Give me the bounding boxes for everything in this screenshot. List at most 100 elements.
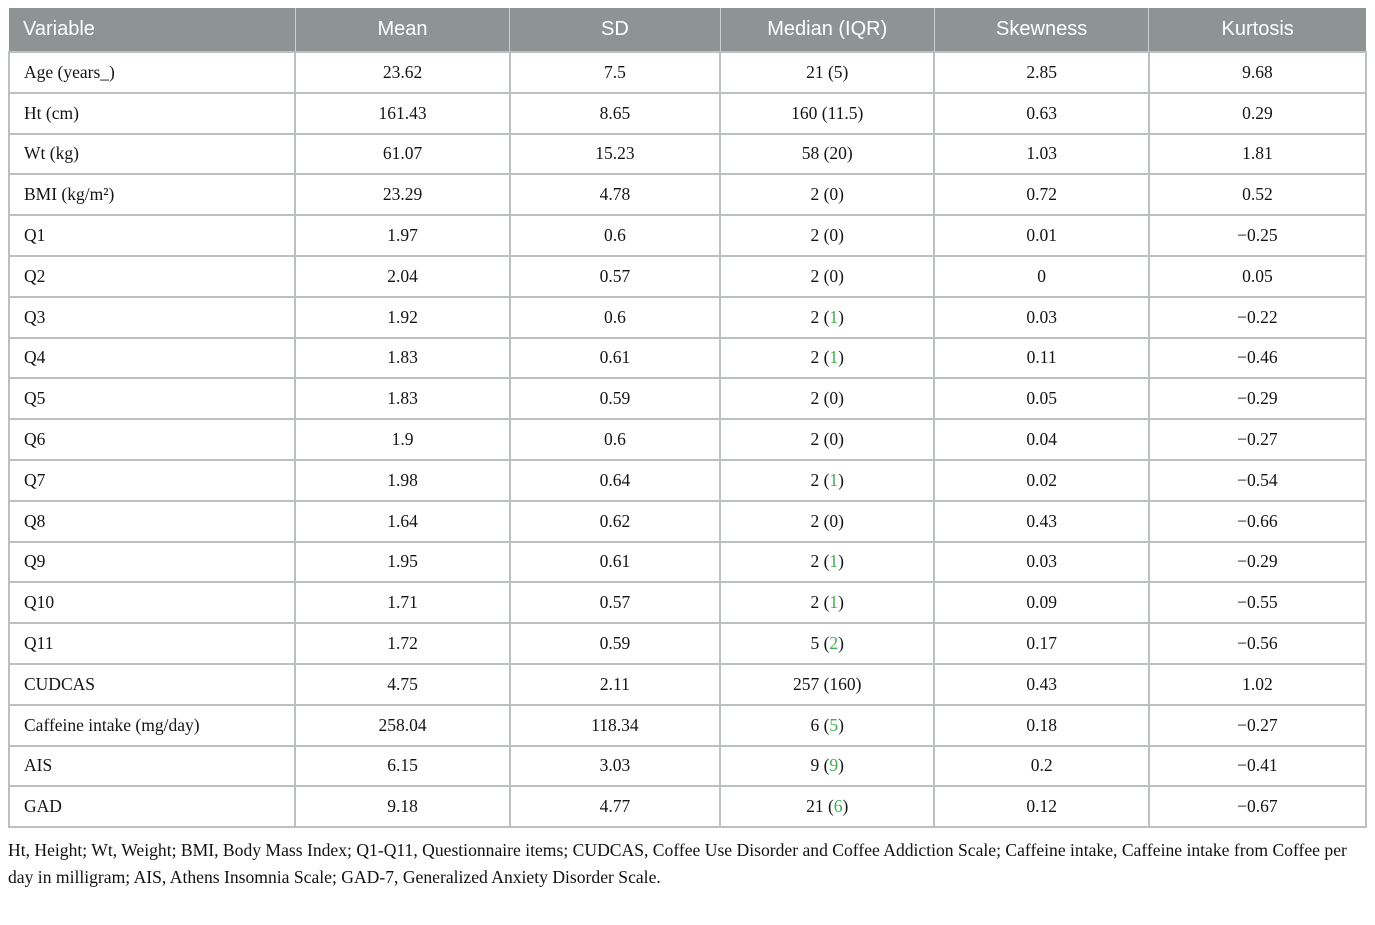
iqr-close-paren: ) — [838, 265, 844, 286]
iqr-close-paren: ) — [838, 225, 844, 246]
iqr-value: 1 — [829, 551, 839, 572]
table-row: BMI (kg/m²) 23.29 4.78 2 (0) 0.72 0.52 — [7, 173, 1368, 217]
median-value: 160 ( — [791, 102, 828, 123]
cell-mean: 1.64 — [294, 499, 511, 543]
cell-sd: 0.64 — [508, 458, 722, 502]
cell-skewness: 0.05 — [933, 377, 1150, 421]
cell-sd: 0.6 — [508, 214, 722, 257]
iqr-value: 1 — [829, 306, 839, 327]
cell-median-iqr: 2 (1) — [719, 336, 936, 380]
column-header-variable: Variable — [9, 8, 296, 52]
median-value: 2 ( — [810, 429, 830, 450]
cell-sd: 118.34 — [508, 703, 722, 747]
iqr-value: 0 — [829, 265, 839, 286]
cell-kurtosis: 1.02 — [1147, 662, 1368, 706]
table-row: Caffeine intake (mg/day) 258.04 118.34 6… — [7, 703, 1368, 747]
cell-kurtosis: −0.46 — [1147, 336, 1368, 380]
cell-median-iqr: 2 (1) — [719, 295, 936, 339]
iqr-value: 6 — [833, 796, 843, 817]
cell-kurtosis: −0.25 — [1147, 214, 1368, 257]
cell-sd: 15.23 — [508, 132, 722, 176]
cell-median-iqr: 2 (1) — [719, 581, 936, 625]
iqr-close-paren: ) — [838, 551, 844, 572]
median-value: 2 ( — [810, 592, 830, 613]
cell-variable: Q2 — [7, 254, 297, 298]
cell-skewness: 0 — [933, 254, 1150, 298]
cell-mean: 6.15 — [294, 744, 511, 788]
cell-skewness: 0.72 — [933, 173, 1150, 217]
table-row: Wt (kg) 61.07 15.23 58 (20) 1.03 1.81 — [7, 132, 1368, 176]
cell-median-iqr: 2 (0) — [719, 254, 936, 298]
cell-kurtosis: −0.67 — [1147, 785, 1368, 829]
cell-variable: Q3 — [7, 295, 297, 339]
iqr-value: 160 — [829, 673, 856, 694]
iqr-value: 0 — [829, 388, 839, 409]
cell-median-iqr: 2 (0) — [719, 377, 936, 421]
column-header-median-iqr: Median (IQR) — [719, 8, 935, 52]
iqr-value: 0 — [829, 184, 839, 205]
cell-sd: 0.6 — [508, 418, 722, 461]
cell-kurtosis: −0.22 — [1147, 295, 1368, 339]
table-row: Ht (cm) 161.43 8.65 160 (11.5) 0.63 0.29 — [7, 91, 1368, 135]
cell-skewness: 0.17 — [933, 622, 1150, 665]
iqr-close-paren: ) — [838, 510, 844, 531]
cell-median-iqr: 160 (11.5) — [719, 91, 936, 135]
iqr-value: 1 — [829, 469, 839, 490]
cell-kurtosis: 0.05 — [1147, 254, 1368, 298]
cell-kurtosis: −0.29 — [1147, 377, 1368, 421]
cell-sd: 0.59 — [508, 622, 722, 665]
table-row: Q5 1.83 0.59 2 (0) 0.05 −0.29 — [7, 377, 1368, 421]
cell-skewness: 0.09 — [933, 581, 1150, 625]
cell-median-iqr: 2 (1) — [719, 540, 936, 584]
cell-variable: Caffeine intake (mg/day) — [7, 703, 297, 747]
cell-sd: 4.78 — [508, 173, 722, 217]
iqr-close-paren: ) — [842, 61, 849, 82]
median-value: 2 ( — [810, 551, 830, 572]
cell-kurtosis: −0.56 — [1147, 622, 1368, 665]
cell-mean: 258.04 — [294, 703, 511, 747]
column-header-sd: SD — [509, 8, 721, 52]
cell-mean: 1.83 — [294, 377, 511, 421]
median-value: 9 ( — [810, 755, 830, 776]
iqr-close-paren: ) — [838, 347, 844, 368]
column-header-skewness: Skewness — [933, 8, 1149, 52]
cell-skewness: 0.18 — [933, 703, 1150, 747]
cell-skewness: 0.12 — [933, 785, 1150, 829]
cell-sd: 0.61 — [508, 540, 722, 584]
iqr-value: 1 — [829, 347, 839, 368]
iqr-close-paren: ) — [838, 429, 844, 450]
cell-variable: Q4 — [7, 336, 297, 380]
cell-median-iqr: 2 (0) — [719, 214, 936, 257]
cell-mean: 1.92 — [294, 295, 511, 339]
cell-kurtosis: −0.29 — [1147, 540, 1368, 584]
cell-variable: Wt (kg) — [7, 132, 297, 176]
cell-mean: 2.04 — [294, 254, 511, 298]
iqr-value: 0 — [829, 429, 839, 450]
cell-skewness: 0.43 — [933, 662, 1150, 706]
column-header-kurtosis: Kurtosis — [1148, 8, 1366, 52]
cell-mean: 1.98 — [294, 458, 511, 502]
cell-variable: Age (years_) — [7, 51, 297, 94]
summary-statistics-table: Variable Mean SD Median (IQR) Skewness K… — [7, 8, 1368, 829]
table-row: AIS 6.15 3.03 9 (9) 0.2 −0.41 — [7, 744, 1368, 788]
cell-mean: 1.72 — [294, 622, 511, 665]
median-value: 5 ( — [810, 633, 830, 654]
cell-skewness: 0.04 — [933, 418, 1150, 461]
iqr-close-paren: ) — [838, 388, 844, 409]
cell-median-iqr: 2 (0) — [719, 173, 936, 217]
iqr-close-paren: ) — [846, 143, 853, 164]
median-value: 2 ( — [810, 184, 830, 205]
iqr-close-paren: ) — [855, 673, 862, 694]
cell-variable: AIS — [7, 744, 297, 788]
iqr-close-paren: ) — [838, 469, 844, 490]
cell-sd: 0.61 — [508, 336, 722, 380]
cell-mean: 1.71 — [294, 581, 511, 625]
cell-kurtosis: 1.81 — [1147, 132, 1368, 176]
cell-median-iqr: 2 (0) — [719, 418, 936, 461]
cell-mean: 1.83 — [294, 336, 511, 380]
cell-skewness: 0.43 — [933, 499, 1150, 543]
median-value: 257 ( — [792, 673, 830, 694]
iqr-close-paren: ) — [838, 184, 844, 205]
median-value: 2 ( — [810, 510, 830, 531]
cell-median-iqr: 6 (5) — [719, 703, 936, 747]
